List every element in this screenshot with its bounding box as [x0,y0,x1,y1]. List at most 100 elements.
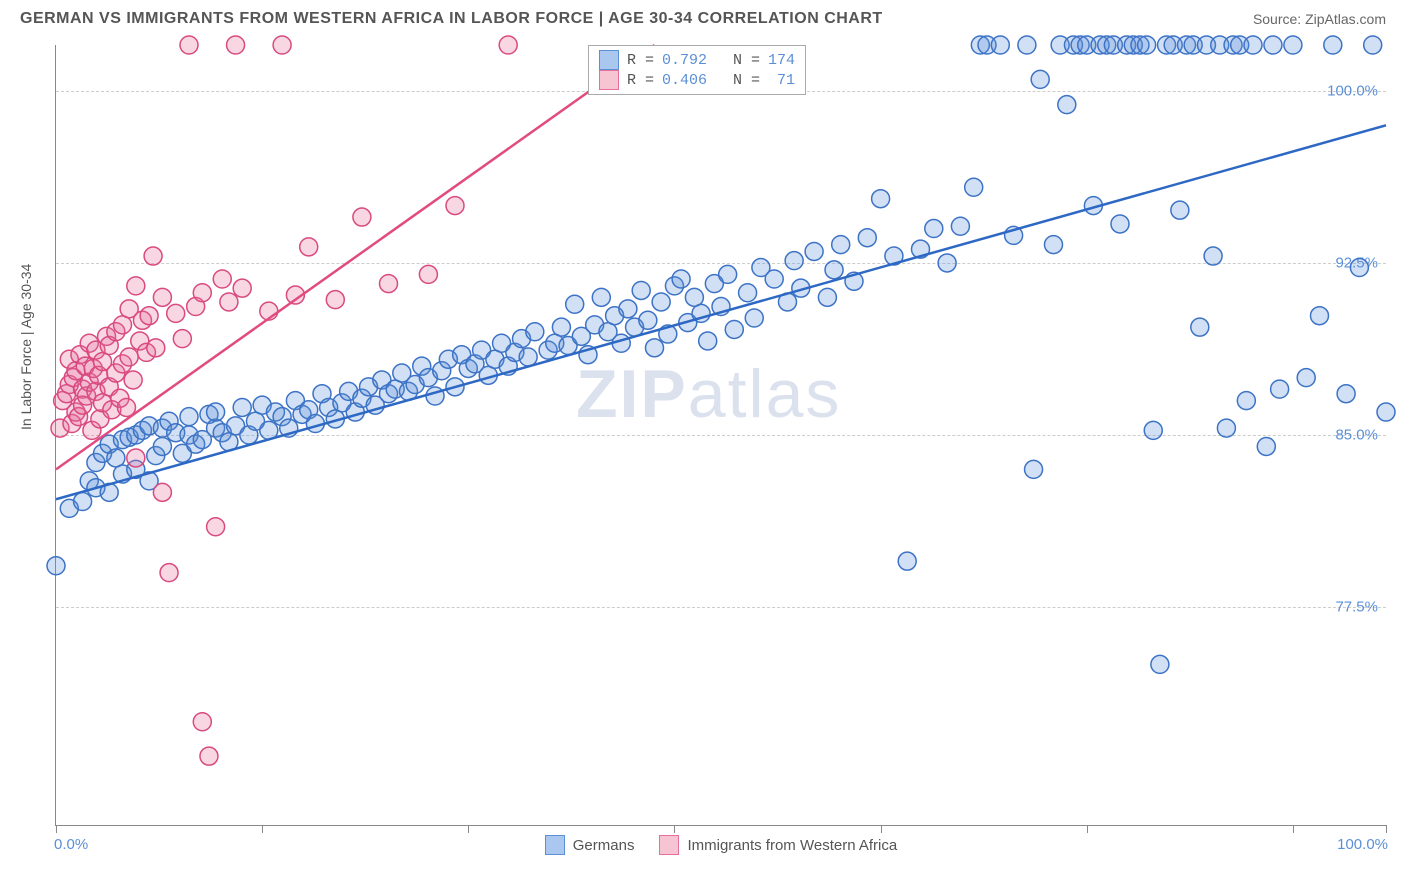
data-point [745,309,763,327]
data-point [938,254,956,272]
stats-swatch [599,50,619,70]
data-point [632,281,650,299]
data-point [167,304,185,322]
data-point [592,288,610,306]
x-tick [468,825,469,833]
data-point [499,36,517,54]
data-point [1191,318,1209,336]
data-point [1144,421,1162,439]
data-point [1237,392,1255,410]
data-point [273,36,291,54]
data-point [1364,36,1382,54]
data-point [1271,380,1289,398]
data-point [1244,36,1262,54]
data-point [951,217,969,235]
data-point [566,295,584,313]
data-point [233,279,251,297]
legend-swatch [545,835,565,855]
data-point [519,348,537,366]
x-tick [1386,825,1387,833]
legend-item: Germans [545,835,635,855]
data-point [220,293,238,311]
chart-plot-area: ZIPatlas 77.5%85.0%92.5%100.0% R =0.792 … [55,45,1386,826]
data-point [1018,36,1036,54]
legend-label: Germans [573,837,635,854]
data-point [552,318,570,336]
data-point [127,449,145,467]
data-point [153,288,171,306]
data-point [173,330,191,348]
data-point [965,178,983,196]
data-point [1045,236,1063,254]
data-point [207,518,225,536]
data-point [1337,385,1355,403]
data-point [818,288,836,306]
stats-row: R =0.406 N = 71 [599,70,795,90]
data-point [619,300,637,318]
chart-title: GERMAN VS IMMIGRANTS FROM WESTERN AFRICA… [20,10,883,28]
data-point [140,307,158,325]
data-point [1324,36,1342,54]
data-point [207,403,225,421]
trend-line [56,125,1386,499]
data-point [1204,247,1222,265]
x-tick [674,825,675,833]
data-point [193,713,211,731]
data-point [858,229,876,247]
data-point [114,316,132,334]
y-axis-label: In Labor Force | Age 30-34 [18,264,34,430]
x-tick [56,825,57,833]
x-tick [881,825,882,833]
data-point [925,220,943,238]
x-tick [262,825,263,833]
data-point [160,564,178,582]
data-point [200,747,218,765]
data-point [685,288,703,306]
data-point [991,36,1009,54]
correlation-stats-box: R =0.792 N =174R =0.406 N = 71 [588,45,806,95]
data-point [872,190,890,208]
data-point [1031,70,1049,88]
chart-legend: Germans Immigrants from Western Africa [56,835,1386,855]
data-point [1264,36,1282,54]
data-point [1151,655,1169,673]
x-tick [1293,825,1294,833]
data-point [353,208,371,226]
data-point [639,311,657,329]
stats-swatch [599,70,619,90]
data-point [147,339,165,357]
data-point [153,483,171,501]
scatter-plot-svg [56,45,1386,825]
data-point [233,398,251,416]
data-point [124,371,142,389]
legend-item: Immigrants from Western Africa [659,835,897,855]
data-point [1377,403,1395,421]
legend-swatch [659,835,679,855]
data-point [1284,36,1302,54]
data-point [1257,437,1275,455]
data-point [646,339,664,357]
stats-r-value: 0.792 [662,52,707,69]
data-point [120,348,138,366]
data-point [1138,36,1156,54]
data-point [1111,215,1129,233]
stats-r-label: R = [627,72,654,89]
data-point [326,291,344,309]
data-point [898,552,916,570]
data-point [719,265,737,283]
data-point [446,197,464,215]
data-point [227,36,245,54]
data-point [107,449,125,467]
data-point [180,408,198,426]
data-point [419,265,437,283]
data-point [300,238,318,256]
data-point [805,242,823,260]
data-point [1171,201,1189,219]
data-point [1025,460,1043,478]
data-point [699,332,717,350]
stats-r-label: R = [627,52,654,69]
data-point [739,284,757,302]
data-point [127,277,145,295]
data-point [765,270,783,288]
data-point [180,36,198,54]
